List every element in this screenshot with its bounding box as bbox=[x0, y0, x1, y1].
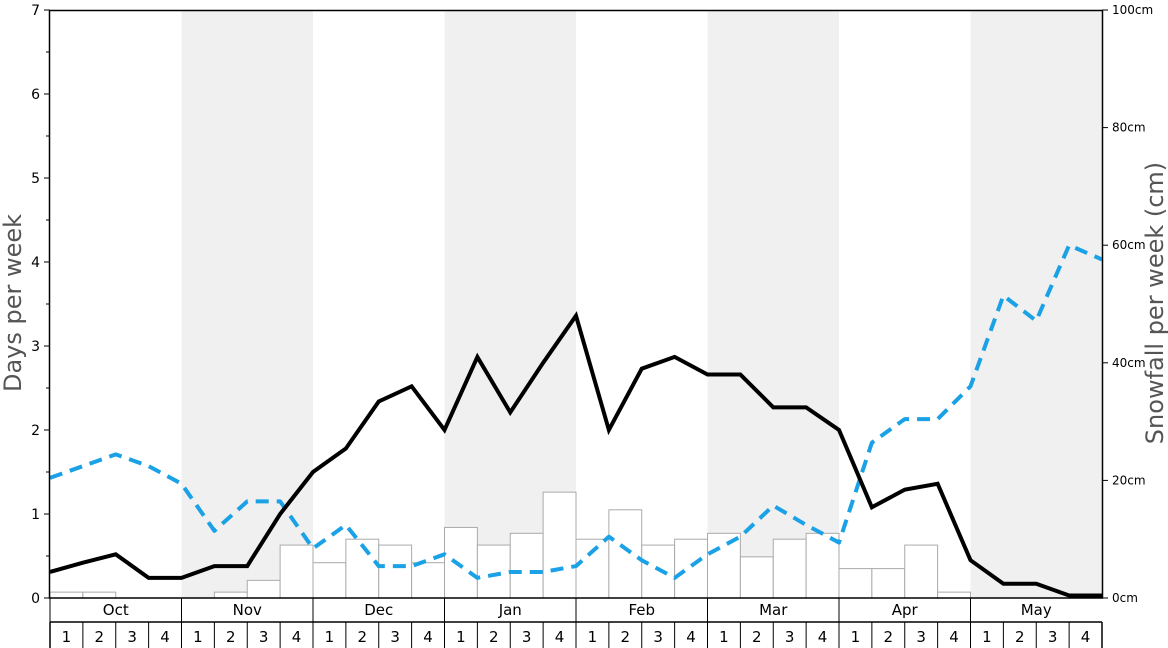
snowfall-bars bbox=[49, 491, 971, 599]
right-tick-label: 0cm bbox=[1112, 591, 1138, 605]
week-label: 4 bbox=[160, 628, 170, 646]
snowfall-bar bbox=[871, 568, 906, 599]
left-axis: 0 1 2 3 4 5 6 7 bbox=[31, 3, 50, 607]
snowfall-bar bbox=[542, 491, 577, 599]
week-label: 4 bbox=[818, 628, 828, 646]
week-label: 4 bbox=[292, 628, 302, 646]
right-axis: 0cm 20cm 40cm 60cm 80cm 100cm bbox=[1102, 3, 1153, 605]
week-label: 1 bbox=[851, 628, 861, 646]
week-label: 3 bbox=[522, 628, 532, 646]
week-label: 2 bbox=[1015, 628, 1025, 646]
left-tick-label: 5 bbox=[31, 171, 40, 187]
snowfall-bar bbox=[805, 532, 840, 599]
month-label-oct: Oct bbox=[103, 601, 129, 619]
week-label: 1 bbox=[62, 628, 72, 646]
week-label: 3 bbox=[1048, 628, 1058, 646]
snowfall-bar bbox=[213, 591, 248, 599]
week-label: 3 bbox=[259, 628, 269, 646]
week-label: 1 bbox=[193, 628, 203, 646]
week-label: 2 bbox=[884, 628, 894, 646]
week-label: 1 bbox=[719, 628, 729, 646]
week-label: 3 bbox=[390, 628, 400, 646]
snowfall-bar bbox=[49, 591, 84, 599]
left-tick-label: 4 bbox=[31, 255, 40, 271]
snowfall-bar bbox=[739, 556, 774, 599]
snowfall-bar bbox=[82, 591, 117, 599]
week-label: 4 bbox=[949, 628, 959, 646]
solid-series bbox=[49, 311, 1102, 598]
left-tick-label: 7 bbox=[31, 3, 40, 19]
snowfall-bar bbox=[937, 591, 971, 599]
week-label: 4 bbox=[423, 628, 433, 646]
month-label-may: May bbox=[1021, 601, 1052, 619]
week-label: 3 bbox=[127, 628, 137, 646]
month-shade-may bbox=[970, 10, 1102, 598]
snowfall-bar bbox=[904, 544, 939, 599]
dashed-series bbox=[49, 243, 1103, 580]
left-axis-title: Days per week bbox=[0, 214, 27, 392]
snowfall-bar bbox=[575, 538, 610, 599]
snowfall-bar bbox=[707, 532, 741, 599]
month-shade-mar bbox=[707, 10, 839, 598]
month-label-jan: Jan bbox=[498, 601, 522, 619]
snowfall-bar bbox=[279, 544, 314, 599]
week-label: 2 bbox=[95, 628, 105, 646]
right-axis-title: Snowfall per week (cm) bbox=[1141, 162, 1168, 444]
week-label: 4 bbox=[555, 628, 565, 646]
week-label: 4 bbox=[686, 628, 696, 646]
left-tick-label: 0 bbox=[31, 591, 40, 607]
snowfall-bar bbox=[674, 538, 708, 599]
week-label: 2 bbox=[226, 628, 236, 646]
week-label: 2 bbox=[489, 628, 499, 646]
right-tick-label: 60cm bbox=[1112, 238, 1146, 252]
week-axis: 1 2 3 4 1 2 3 4 1 2 3 4 1 2 3 4 1 2 3 4 1 2 3 4 1 2 3 4 1 2 3 4 bbox=[49, 622, 1103, 648]
right-tick-label: 20cm bbox=[1112, 473, 1146, 487]
week-label: 1 bbox=[456, 628, 466, 646]
week-label: 2 bbox=[621, 628, 631, 646]
snowfall-bar bbox=[772, 538, 807, 599]
snowfall-bar bbox=[838, 568, 873, 599]
week-label: 4 bbox=[1081, 628, 1091, 646]
week-label: 2 bbox=[358, 628, 368, 646]
snowfall-bar bbox=[411, 562, 445, 599]
month-label-apr: Apr bbox=[892, 601, 919, 619]
dashed-line bbox=[49, 243, 1103, 580]
left-tick-label: 2 bbox=[31, 423, 40, 439]
left-tick-label: 6 bbox=[31, 87, 40, 103]
right-tick-label: 100cm bbox=[1112, 3, 1153, 17]
month-label-feb: Feb bbox=[628, 601, 655, 619]
snowfall-bar bbox=[246, 579, 281, 599]
week-label: 3 bbox=[916, 628, 926, 646]
month-label-mar: Mar bbox=[759, 601, 788, 619]
snowfall-bar bbox=[608, 509, 643, 599]
month-label-dec: Dec bbox=[364, 601, 393, 619]
week-label: 3 bbox=[785, 628, 795, 646]
snowfall-bar bbox=[476, 544, 511, 599]
week-label: 1 bbox=[325, 628, 335, 646]
snowfall-bar bbox=[312, 562, 347, 599]
right-tick-label: 40cm bbox=[1112, 356, 1146, 370]
month-label-nov: Nov bbox=[233, 601, 262, 619]
month-shading bbox=[181, 10, 1102, 598]
right-tick-label: 80cm bbox=[1112, 121, 1146, 135]
week-label: 1 bbox=[588, 628, 598, 646]
snowfall-bar bbox=[378, 544, 413, 599]
snowfall-bar bbox=[509, 532, 544, 599]
week-label: 2 bbox=[752, 628, 762, 646]
snowfall-bar bbox=[641, 544, 676, 599]
snowfall-bar bbox=[444, 526, 478, 599]
left-tick-label: 1 bbox=[31, 507, 40, 523]
left-tick-label: 3 bbox=[31, 339, 40, 355]
week-label: 1 bbox=[982, 628, 992, 646]
solid-line bbox=[49, 311, 1102, 598]
week-label: 3 bbox=[653, 628, 663, 646]
month-axis: Oct Nov Dec Jan Feb Mar Apr May bbox=[49, 598, 1102, 623]
